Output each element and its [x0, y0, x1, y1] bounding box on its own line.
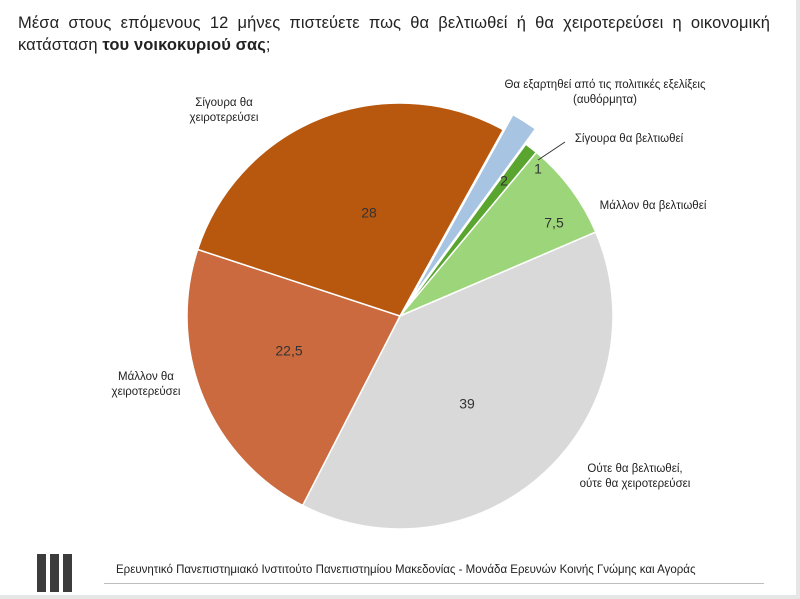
pie-slice-6	[196, 102, 505, 317]
value-label-1: 2	[500, 173, 508, 189]
category-label-5: Μάλλον θα χειροτερεύσει	[112, 371, 181, 398]
value-label-4: 39	[459, 396, 475, 412]
question-suffix: ;	[265, 36, 271, 54]
footer-divider	[104, 583, 764, 584]
pie-slice-3	[399, 151, 597, 317]
question-text: Μέσα στους επόμενους 12 μήνες πιστεύετε …	[18, 12, 770, 56]
footer-text: Ερευνητικό Πανεπιστημιακό Ινστιτούτο Παν…	[116, 564, 696, 576]
value-label-2: 1	[534, 161, 542, 177]
pie-slice-4	[301, 231, 614, 530]
question-main: Μέσα στους επόμενους 12 μήνες πιστεύετε …	[18, 14, 770, 54]
category-label-4: Ούτε θα βελτιωθεί, ούτε θα χειροτερεύσει	[580, 463, 691, 490]
value-label-3: 7,5	[544, 215, 564, 231]
pie-slice-5	[186, 248, 402, 507]
leader-line-2	[537, 141, 566, 161]
value-label-5: 22,5	[275, 343, 302, 359]
value-label-6: 28	[361, 205, 377, 221]
category-label-3: Μάλλον θα βελτιωθεί	[600, 200, 707, 212]
category-label-1: Θα εξαρτηθεί από τις πολιτικές εξελίξεις…	[504, 79, 706, 106]
pie-slice-1	[409, 113, 537, 302]
institute-logo	[37, 554, 73, 592]
category-label-2: Σίγουρα θα βελτιωθεί	[575, 133, 684, 145]
question-bold: του νοικοκυριού σας	[102, 36, 266, 54]
footer: Ερευνητικό Πανεπιστημιακό Ινστιτούτο Παν…	[0, 548, 800, 599]
category-label-6: Σίγουρα θα χειροτερεύσει	[190, 97, 259, 124]
